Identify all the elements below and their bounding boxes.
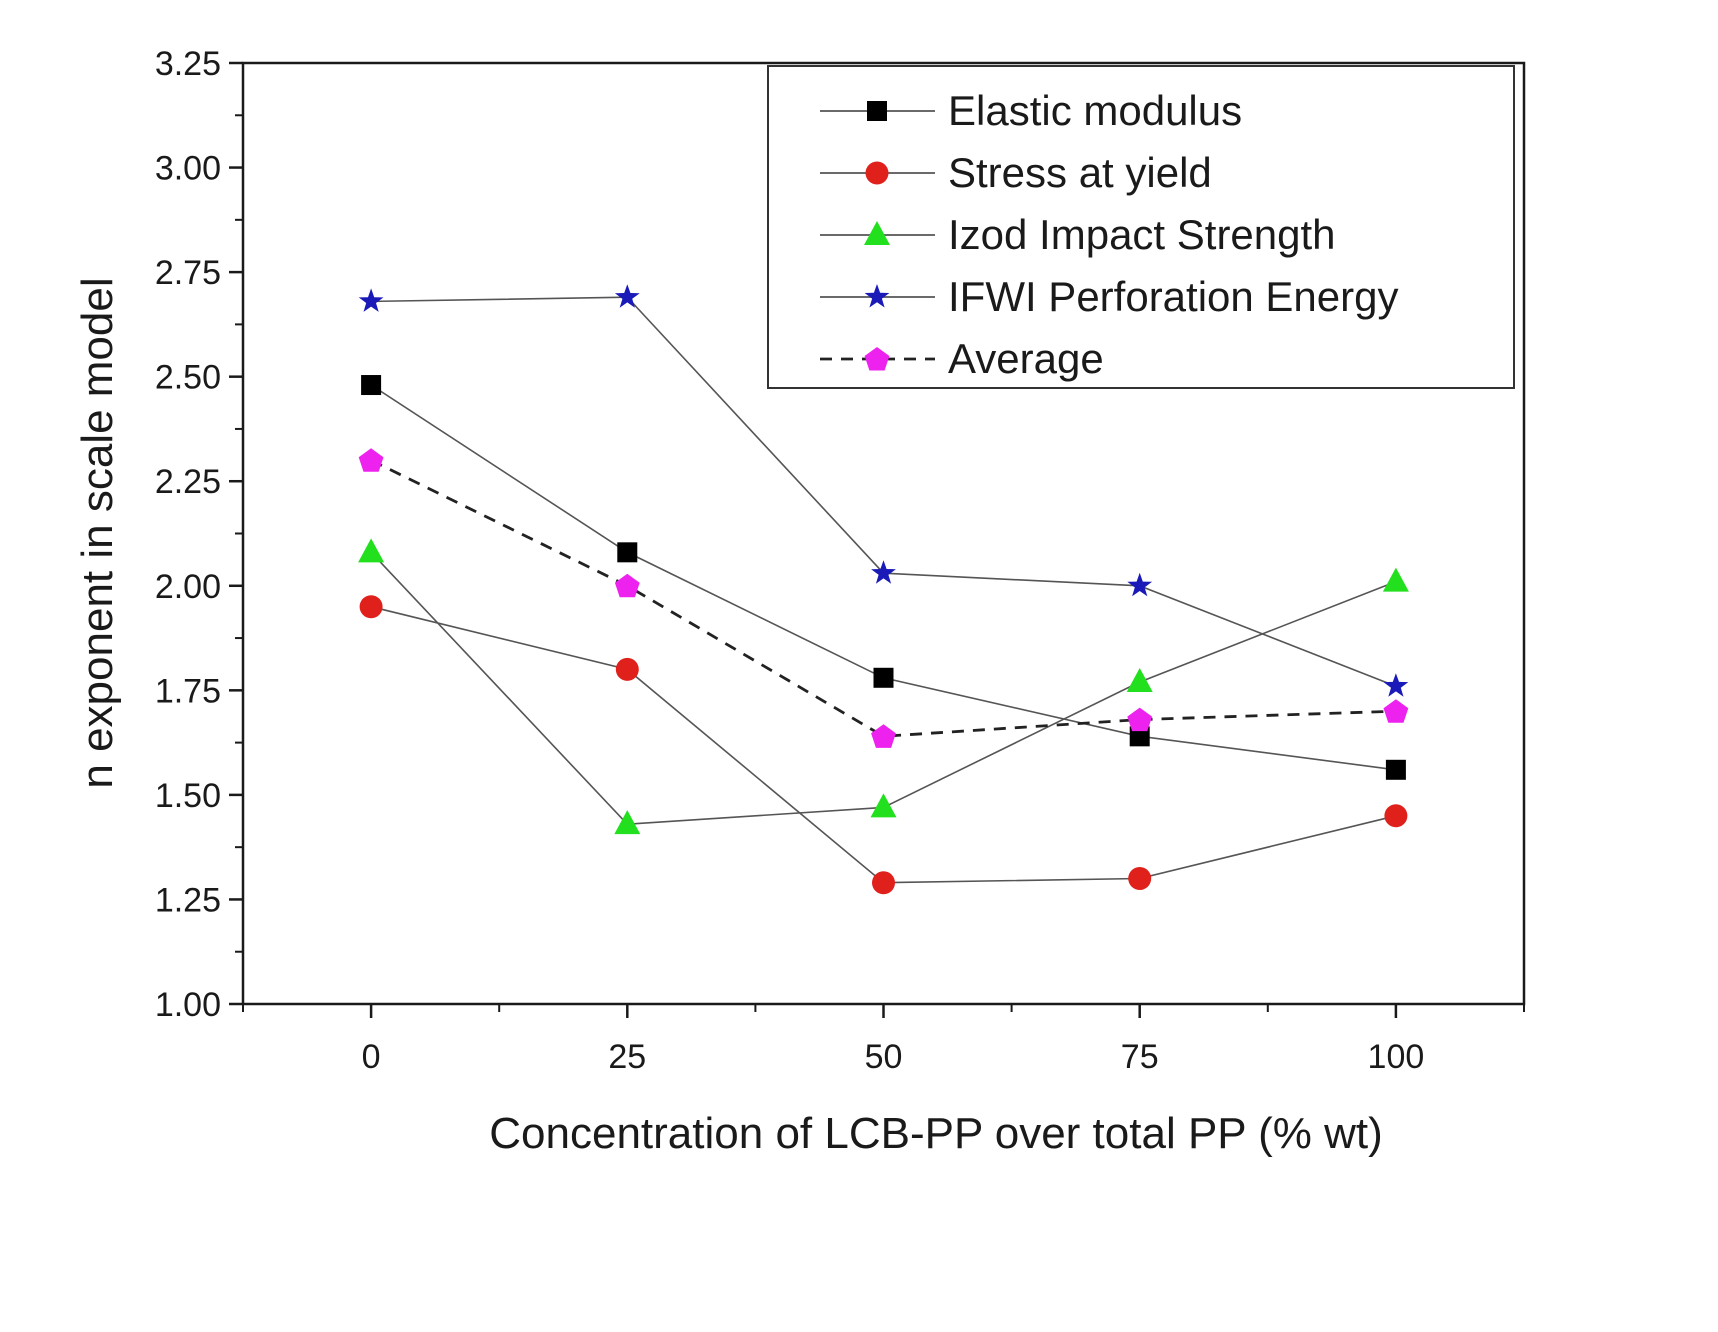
data-point <box>1127 707 1153 732</box>
series-0 <box>361 375 1406 780</box>
legend-label: Average <box>948 335 1104 382</box>
data-point <box>615 657 639 681</box>
x-axis-label: Concentration of LCB-PP over total PP (%… <box>489 1109 1382 1158</box>
data-point <box>614 573 640 598</box>
axes: 1.00 1.25 1.50 1.75 2.00 2.25 2.50 2.75 3.00 3.25… <box>155 45 1525 1076</box>
legend-items: Elastic modulus Stress at yield Izod Impac… <box>820 87 1399 382</box>
y-tick-label: 2.25 <box>155 463 221 501</box>
y-tick-label: 1.50 <box>155 777 221 815</box>
x-tick-label: 100 <box>1368 1038 1425 1076</box>
data-point <box>358 288 384 312</box>
y-tick-label: 2.50 <box>155 359 221 397</box>
data-point <box>873 667 894 688</box>
data-point <box>614 284 640 308</box>
data-point <box>872 871 895 895</box>
data-point <box>358 538 385 563</box>
legend: Elastic modulus Stress at yield Izod Impac… <box>767 65 1515 389</box>
data-point <box>359 595 383 619</box>
legend-label: Elastic modulus <box>948 87 1242 134</box>
series-4 <box>358 448 1409 748</box>
y-axis-label: n exponent in scale model <box>73 277 122 788</box>
series-group <box>358 284 1409 895</box>
data-point <box>358 448 384 472</box>
legend-item-3: IFWI Perforation Energy <box>820 273 1399 320</box>
legend-item-1: Stress at yield <box>820 149 1212 196</box>
legend-marker <box>864 221 890 245</box>
data-point <box>361 375 382 396</box>
data-point <box>1129 726 1150 747</box>
legend-label: Izod Impact Strength <box>948 211 1336 258</box>
legend-label: Stress at yield <box>948 149 1212 196</box>
legend-item-2: Izod Impact Strength <box>820 211 1336 258</box>
data-point <box>1384 804 1408 828</box>
series-2 <box>358 538 1409 835</box>
y-tick-label: 2.00 <box>155 568 221 606</box>
y-tick-label: 3.00 <box>155 150 221 188</box>
legend-marker <box>867 101 887 121</box>
x-tick-label: 50 <box>865 1038 903 1076</box>
series-line <box>370 459 1396 738</box>
data-point <box>1383 673 1409 697</box>
data-point <box>1126 667 1153 692</box>
series-3 <box>358 284 1409 697</box>
series-1 <box>359 595 1408 895</box>
data-point <box>1383 699 1409 723</box>
legend-item-0: Elastic modulus <box>820 87 1242 134</box>
y-tick-label: 1.00 <box>155 986 221 1024</box>
data-point <box>617 542 638 563</box>
data-point <box>1382 567 1409 592</box>
y-tick-label: 1.75 <box>155 672 221 710</box>
data-point <box>1127 572 1153 597</box>
y-tick-label: 3.25 <box>155 45 221 83</box>
x-tick-label: 0 <box>362 1038 381 1076</box>
data-point <box>871 724 896 748</box>
x-tick-label: 75 <box>1121 1038 1159 1076</box>
data-point <box>871 560 896 584</box>
y-tick-label: 1.25 <box>155 881 221 919</box>
data-point <box>614 810 641 835</box>
y-tick-label: 2.75 <box>155 254 221 292</box>
data-point <box>870 793 897 818</box>
data-point <box>1128 867 1152 891</box>
legend-box <box>767 65 1515 389</box>
legend-marker <box>865 161 889 185</box>
series-line <box>370 551 1397 826</box>
legend-label: IFWI Perforation Energy <box>948 273 1399 320</box>
legend-marker <box>864 284 890 308</box>
legend-marker <box>864 347 890 371</box>
legend-item-4: Average <box>820 335 1104 382</box>
data-point <box>1385 759 1406 780</box>
x-tick-label: 25 <box>608 1038 646 1076</box>
